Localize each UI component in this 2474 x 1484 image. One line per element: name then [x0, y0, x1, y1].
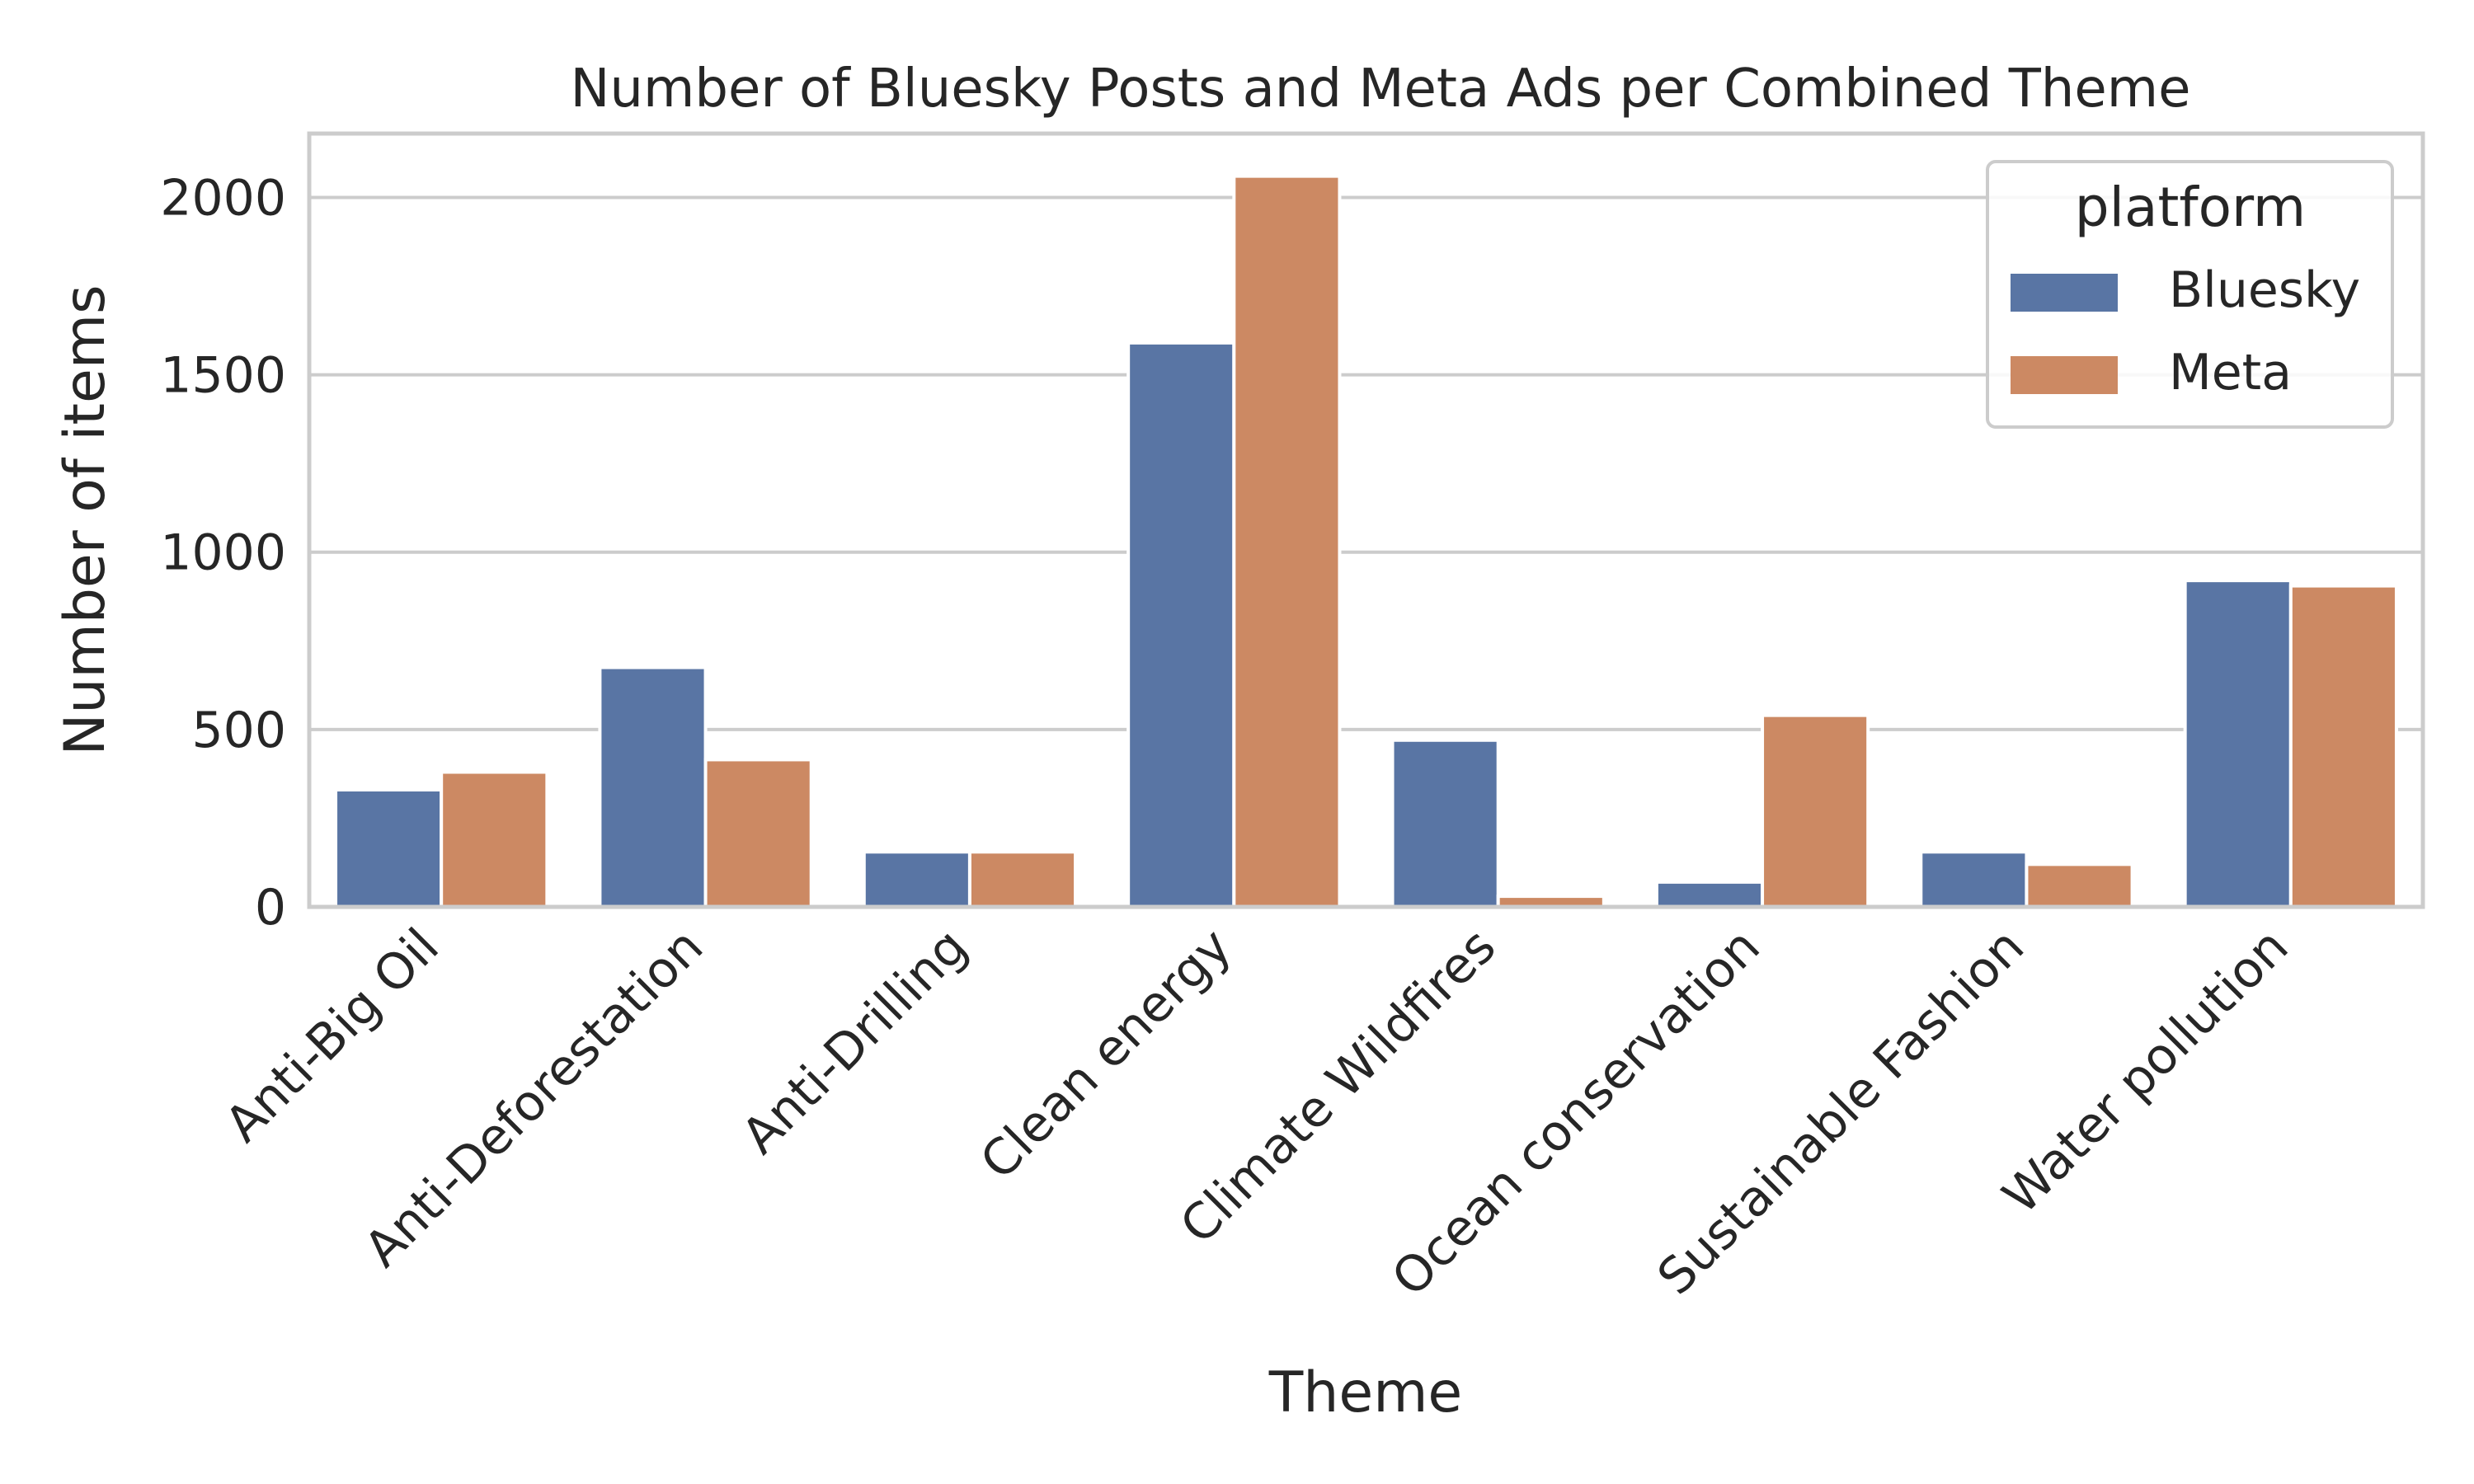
bar-meta	[2288, 584, 2398, 909]
y-tick-label: 2000	[160, 169, 286, 227]
bar-bluesky	[1126, 340, 1236, 909]
y-tick-label: 1000	[160, 524, 286, 582]
x-tick-label: Water pollution	[1992, 918, 2299, 1225]
bar-meta	[1232, 174, 1342, 909]
chart-title: Number of Bluesky Posts and Meta Ads per…	[571, 59, 2191, 120]
bar-bluesky	[1390, 738, 1500, 909]
bar-bluesky	[1919, 850, 2029, 909]
bar-meta	[2025, 862, 2134, 909]
x-tick-label: Anti-Drilling	[731, 918, 978, 1165]
legend-swatch-meta	[2011, 356, 2118, 394]
legend-title: platform	[2075, 176, 2306, 239]
x-tick-label: Anti-Big Oil	[214, 918, 450, 1153]
legend-swatch-bluesky	[2011, 274, 2118, 312]
bar-bluesky	[2183, 579, 2293, 909]
y-tick-label: 1500	[160, 347, 286, 405]
bar-meta	[967, 850, 1078, 909]
bar-meta	[1761, 713, 1870, 909]
bar-bluesky	[334, 788, 444, 909]
legend-label-meta: Meta	[2169, 344, 2292, 402]
bar-bluesky	[1654, 880, 1765, 909]
x-tick-label: Clean energy	[970, 918, 1243, 1190]
bar-bluesky	[598, 665, 708, 909]
legend-items: Bluesky Meta	[2011, 261, 2360, 402]
legend: platform Bluesky Meta	[1986, 160, 2394, 429]
y-tick-labels: 0 500 1000 1500 2000	[160, 169, 286, 937]
bars	[334, 174, 2398, 909]
y-tick-label: 500	[191, 702, 286, 759]
y-tick-label: 0	[255, 879, 286, 937]
y-axis-label: Number of items	[53, 285, 118, 756]
x-axis-label: Theme	[1268, 1360, 1463, 1425]
bar-meta	[703, 758, 813, 909]
bar-bluesky	[862, 850, 971, 909]
plot-frame	[307, 131, 2425, 909]
bar-meta	[440, 770, 549, 909]
legend-label-bluesky: Bluesky	[2169, 261, 2360, 319]
